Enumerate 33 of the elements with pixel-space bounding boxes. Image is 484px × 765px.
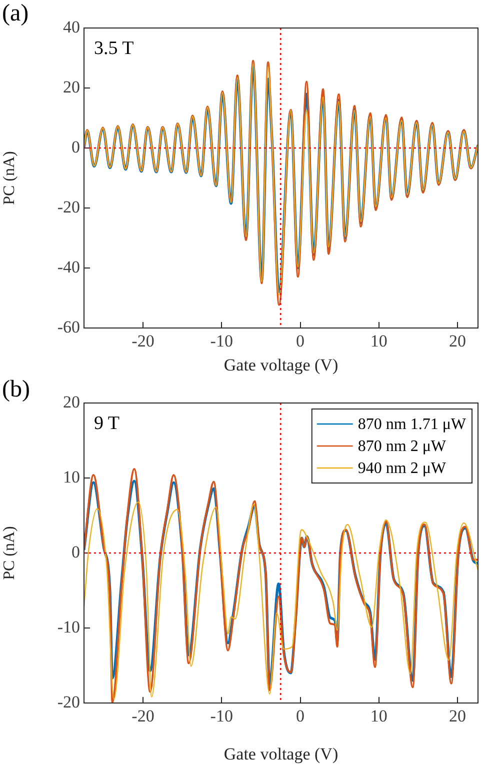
text: (b) <box>2 376 30 402</box>
y-tick-label: 0 <box>72 542 80 562</box>
legend-label: 940 nm 2 μW <box>358 460 447 478</box>
x-tick-label: -10 <box>210 706 233 726</box>
y-tick-label: 10 <box>63 467 80 486</box>
x-tick-label: 20 <box>449 706 466 726</box>
annotation: 3.5 T <box>94 38 134 59</box>
x-tick-label: 0 <box>296 332 305 351</box>
x-tick-label: -20 <box>132 706 154 726</box>
y-axis-title: PC (nA) <box>0 526 18 580</box>
legend-label: 870 nm 2 μW <box>358 438 447 456</box>
y-tick-label: -60 <box>57 317 80 336</box>
x-axis-title: Gate voltage (V) <box>224 744 338 764</box>
x-tick-label: 10 <box>370 706 388 726</box>
y-axis-title: PC (nA) <box>0 151 18 205</box>
x-tick-label: 20 <box>449 332 466 351</box>
y-tick-label: -20 <box>57 197 80 216</box>
x-axis-title: Gate voltage (V) <box>224 355 338 374</box>
y-tick-label: 20 <box>63 392 80 412</box>
x-tick-label: -10 <box>210 332 233 351</box>
x-tick-label: -20 <box>132 332 154 351</box>
x-tick-label: 10 <box>370 332 388 351</box>
y-tick-label: -40 <box>57 257 80 276</box>
line-series <box>84 501 478 700</box>
y-tick-label: -10 <box>57 617 80 636</box>
y-tick-label: -20 <box>57 692 80 712</box>
y-tick-label: 40 <box>63 17 80 36</box>
text: (a) <box>2 0 29 26</box>
x-tick-label: 0 <box>296 706 305 726</box>
y-tick-label: 20 <box>63 77 80 96</box>
y-tick-label: 0 <box>72 137 80 156</box>
legend-label: 870 nm 1.71 μW <box>358 416 467 434</box>
annotation: 9 T <box>94 413 120 434</box>
